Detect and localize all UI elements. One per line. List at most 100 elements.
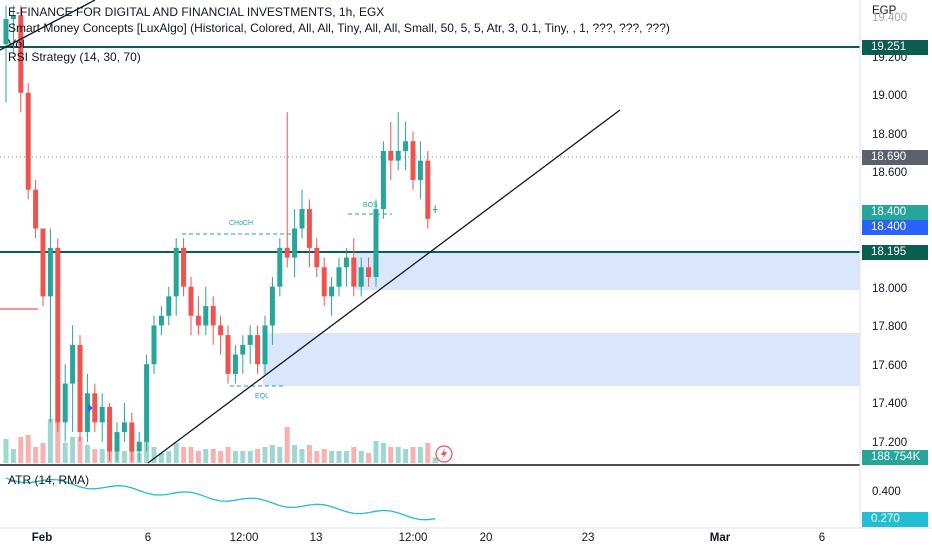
price-tick: 19.000 (872, 90, 908, 102)
candle-body (173, 247, 179, 297)
volume-bar (232, 451, 238, 463)
volume-bar (151, 447, 157, 463)
volume-bar (395, 447, 401, 463)
price-tick: 17.600 (872, 360, 908, 372)
candle-body (247, 335, 253, 345)
trend-line-top[interactable] (0, 0, 96, 51)
support-price-tag[interactable]: 18.195 (862, 245, 928, 260)
volume-bars (3, 419, 438, 463)
candle-body (225, 335, 231, 374)
candle-body (218, 325, 224, 336)
time-label: 23 (581, 532, 595, 544)
volume-bar (18, 437, 24, 463)
lightning-icon[interactable] (435, 445, 453, 463)
atr-title[interactable]: ATR (14, RMA) (8, 473, 90, 487)
volume-bar (366, 453, 372, 463)
price-tick: 17.400 (872, 398, 908, 410)
candle-body (3, 19, 9, 45)
candle-body (195, 315, 201, 326)
volume-bar (173, 443, 179, 463)
volume-tag[interactable]: 188.754K (862, 450, 928, 465)
indicator-smc[interactable]: Smart Money Concepts [LuxAlgo] (Historic… (8, 21, 670, 35)
volume-bar (351, 447, 357, 463)
trend-line[interactable] (147, 109, 621, 464)
candle-body (336, 267, 342, 287)
atr-line (5, 477, 436, 521)
atr-value-tag[interactable]: 0.270 (862, 512, 928, 527)
candle-body (299, 209, 305, 229)
candle-body (373, 209, 379, 277)
order-block-zone-upper (355, 253, 860, 290)
volume-bar (210, 449, 216, 463)
eql-label: EQL (255, 393, 269, 400)
candle-body (343, 257, 349, 268)
symbol-title[interactable]: E-FINANCE FOR DIGITAL AND FINANCIAL INVE… (8, 5, 385, 19)
volume-bar (218, 451, 224, 463)
volume-bar (3, 439, 9, 463)
price-tick: 17.800 (872, 321, 908, 333)
volume-bar (321, 449, 327, 463)
candle-body (425, 160, 431, 219)
volume-bar (84, 445, 90, 463)
candle-body (107, 406, 113, 452)
volume-bar (195, 451, 201, 463)
candle-body (10, 15, 16, 20)
volume-bar (432, 457, 438, 463)
atr-tick: 0.400 (872, 486, 901, 498)
candle-body (158, 315, 164, 326)
volume-bar (158, 453, 164, 463)
candle-body (136, 441, 142, 452)
time-label: 6 (818, 532, 826, 544)
time-label: Feb (31, 532, 53, 544)
candle-body (210, 306, 216, 326)
volume-bar (181, 447, 187, 463)
volume-bar (284, 427, 290, 463)
last-price-tag-blue[interactable]: 18.400 (862, 220, 928, 235)
candle-body (262, 325, 268, 365)
volume-bar (358, 451, 364, 463)
resistance-price-tag[interactable]: 19.251 (862, 40, 928, 55)
candle-body (47, 247, 53, 297)
volume-bar (203, 449, 209, 463)
candle-body (292, 228, 298, 258)
volume-bar (40, 443, 46, 463)
candle-body (403, 141, 409, 151)
volume-bar (47, 419, 53, 463)
time-label: 12:00 (398, 532, 428, 544)
volume-bar (33, 447, 39, 463)
time-label: Mar (709, 532, 731, 544)
candle-body (25, 92, 31, 190)
candle-body (62, 383, 68, 423)
volume-bar (188, 447, 194, 463)
candles (3, 5, 438, 462)
time-label: 12:00 (229, 532, 259, 544)
dotted-price-tag[interactable]: 18.690 (862, 150, 928, 165)
volume-bar (255, 449, 261, 463)
indicator-rsi[interactable]: RSI Strategy (14, 30, 70) (8, 50, 141, 64)
volume-bar (292, 445, 298, 463)
indicator-vol[interactable]: Vol (8, 37, 25, 51)
candle-body (18, 15, 24, 93)
volume-bar (314, 451, 320, 463)
volume-bar (25, 435, 31, 463)
volume-bar (410, 447, 416, 463)
price-tick: 18.800 (872, 129, 908, 141)
candle-body (114, 432, 120, 452)
volume-bar (92, 449, 98, 463)
candle-body (181, 247, 187, 287)
volume-bar (336, 451, 342, 463)
candle-body (366, 267, 372, 277)
order-block-zone-lower (263, 333, 860, 386)
candle-body (432, 209, 438, 211)
candle-body (99, 406, 105, 423)
candle-body (129, 422, 135, 452)
candle-body (77, 344, 83, 433)
candle-body (329, 286, 335, 297)
candle-body (255, 335, 261, 365)
signal-marker (88, 404, 93, 412)
candle-body (70, 344, 76, 384)
price-tick: 18.600 (872, 167, 908, 179)
candle-body (284, 247, 290, 258)
last-price-tag[interactable]: 18.400 (862, 205, 928, 220)
